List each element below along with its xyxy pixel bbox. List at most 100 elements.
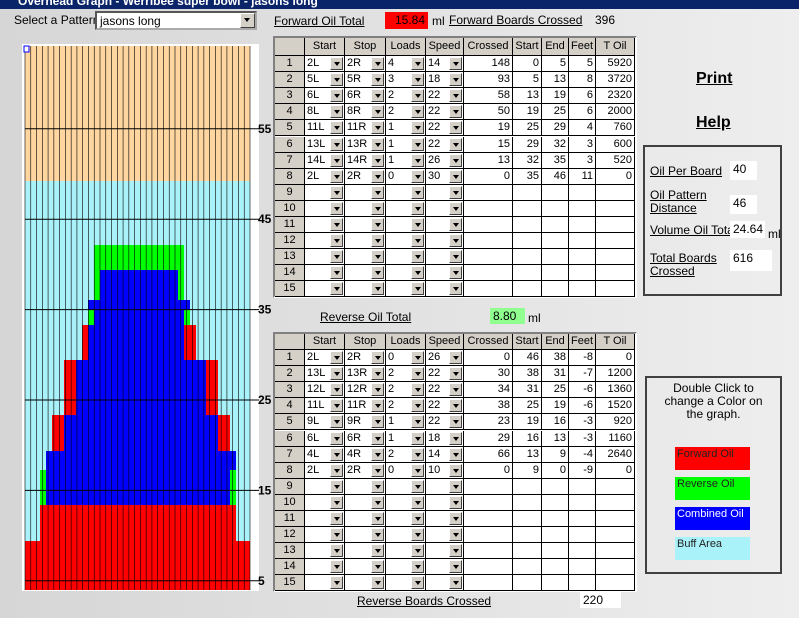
dropdown-arrow[interactable] bbox=[371, 266, 384, 280]
dropdown-arrow[interactable] bbox=[449, 250, 462, 264]
dropdown-cell[interactable] bbox=[426, 281, 464, 298]
dropdown-cell[interactable]: 2 bbox=[386, 446, 426, 463]
dropdown-cell[interactable] bbox=[386, 265, 426, 282]
dropdown-arrow[interactable] bbox=[449, 367, 462, 381]
dropdown-arrow[interactable] bbox=[371, 153, 384, 167]
dropdown-arrow[interactable] bbox=[411, 544, 424, 558]
dropdown-cell[interactable] bbox=[426, 184, 464, 201]
dropdown-arrow[interactable] bbox=[330, 234, 343, 248]
dropdown-cell[interactable] bbox=[305, 559, 345, 576]
dropdown-arrow[interactable] bbox=[371, 234, 384, 248]
dropdown-arrow[interactable] bbox=[330, 73, 343, 87]
dropdown-arrow[interactable] bbox=[411, 495, 424, 509]
dropdown-cell[interactable] bbox=[345, 265, 386, 282]
dropdown-cell[interactable] bbox=[305, 527, 345, 544]
dropdown-arrow[interactable] bbox=[449, 528, 462, 542]
dropdown-arrow[interactable] bbox=[449, 57, 462, 71]
dropdown-cell[interactable] bbox=[386, 543, 426, 560]
dropdown-cell[interactable]: 2L bbox=[305, 462, 345, 479]
dropdown-arrow[interactable] bbox=[411, 576, 424, 590]
dropdown-arrow[interactable] bbox=[330, 250, 343, 264]
dropdown-cell[interactable]: 2R bbox=[345, 168, 386, 185]
dropdown-arrow[interactable] bbox=[411, 218, 424, 232]
dropdown-cell[interactable]: 8R bbox=[345, 104, 386, 121]
dropdown-arrow[interactable] bbox=[411, 201, 424, 215]
dropdown-cell[interactable] bbox=[305, 281, 345, 298]
dropdown-cell[interactable]: 14 bbox=[426, 446, 464, 463]
dropdown-arrow[interactable] bbox=[449, 201, 462, 215]
dropdown-arrow[interactable] bbox=[371, 431, 384, 445]
dropdown-arrow[interactable] bbox=[330, 560, 343, 574]
dropdown-arrow[interactable] bbox=[371, 282, 384, 296]
dropdown-arrow[interactable] bbox=[371, 463, 384, 477]
dropdown-arrow[interactable] bbox=[371, 479, 384, 493]
dropdown-arrow[interactable] bbox=[411, 479, 424, 493]
dropdown-cell[interactable]: 5R bbox=[345, 72, 386, 89]
dropdown-cell[interactable] bbox=[386, 233, 426, 250]
dropdown-arrow[interactable] bbox=[411, 89, 424, 103]
dropdown-cell[interactable]: 9L bbox=[305, 414, 345, 431]
dropdown-cell[interactable] bbox=[386, 575, 426, 592]
dropdown-cell[interactable] bbox=[426, 265, 464, 282]
pattern-distance-input[interactable]: 46 bbox=[730, 195, 757, 214]
dropdown-arrow[interactable] bbox=[411, 383, 424, 397]
dropdown-arrow[interactable] bbox=[449, 431, 462, 445]
dropdown-cell[interactable]: 11R bbox=[345, 120, 386, 137]
dropdown-arrow[interactable] bbox=[449, 185, 462, 199]
dropdown-arrow[interactable] bbox=[371, 73, 384, 87]
dropdown-arrow[interactable] bbox=[330, 218, 343, 232]
dropdown-cell[interactable]: 11L bbox=[305, 398, 345, 415]
dropdown-arrow[interactable] bbox=[330, 544, 343, 558]
dropdown-arrow[interactable] bbox=[371, 89, 384, 103]
dropdown-cell[interactable] bbox=[345, 200, 386, 217]
dropdown-arrow[interactable] bbox=[330, 351, 343, 365]
dropdown-cell[interactable]: 13R bbox=[345, 366, 386, 383]
dropdown-arrow[interactable] bbox=[330, 399, 343, 413]
dropdown-cell[interactable] bbox=[426, 543, 464, 560]
dropdown-arrow[interactable] bbox=[371, 169, 384, 183]
dropdown-cell[interactable] bbox=[305, 249, 345, 266]
dropdown-cell[interactable]: 26 bbox=[426, 350, 464, 367]
dropdown-cell[interactable] bbox=[345, 233, 386, 250]
dropdown-arrow[interactable] bbox=[449, 399, 462, 413]
dropdown-arrow[interactable] bbox=[411, 463, 424, 477]
dropdown-arrow[interactable] bbox=[449, 463, 462, 477]
dropdown-cell[interactable] bbox=[345, 511, 386, 528]
dropdown-arrow[interactable] bbox=[449, 73, 462, 87]
dropdown-cell[interactable]: 11L bbox=[305, 120, 345, 137]
dropdown-arrow[interactable] bbox=[330, 383, 343, 397]
dropdown-cell[interactable]: 11R bbox=[345, 398, 386, 415]
dropdown-cell[interactable]: 0 bbox=[386, 168, 426, 185]
dropdown-arrow[interactable] bbox=[411, 266, 424, 280]
dropdown-cell[interactable] bbox=[345, 217, 386, 234]
dropdown-arrow[interactable] bbox=[411, 415, 424, 429]
dropdown-arrow[interactable] bbox=[411, 153, 424, 167]
help-link[interactable]: Help bbox=[696, 114, 731, 131]
dropdown-cell[interactable]: 0 bbox=[386, 462, 426, 479]
dropdown-arrow[interactable] bbox=[449, 351, 462, 365]
dropdown-cell[interactable] bbox=[305, 184, 345, 201]
dropdown-cell[interactable] bbox=[345, 281, 386, 298]
legend-swatch[interactable]: Combined Oil bbox=[675, 507, 750, 530]
dropdown-cell[interactable] bbox=[426, 527, 464, 544]
dropdown-cell[interactable] bbox=[386, 527, 426, 544]
dropdown-cell[interactable]: 2L bbox=[305, 350, 345, 367]
dropdown-cell[interactable]: 12R bbox=[345, 382, 386, 399]
dropdown-cell[interactable]: 0 bbox=[386, 350, 426, 367]
dropdown-cell[interactable]: 2R bbox=[345, 350, 386, 367]
dropdown-arrow[interactable] bbox=[371, 367, 384, 381]
dropdown-arrow[interactable] bbox=[411, 137, 424, 151]
dropdown-arrow[interactable] bbox=[411, 121, 424, 135]
dropdown-cell[interactable]: 14L bbox=[305, 152, 345, 169]
dropdown-cell[interactable] bbox=[426, 217, 464, 234]
dropdown-arrow[interactable] bbox=[371, 250, 384, 264]
dropdown-arrow[interactable] bbox=[411, 512, 424, 526]
dropdown-cell[interactable]: 1 bbox=[386, 120, 426, 137]
legend-swatch[interactable]: Reverse Oil bbox=[675, 477, 750, 500]
dropdown-arrow[interactable] bbox=[411, 169, 424, 183]
dropdown-cell[interactable] bbox=[426, 233, 464, 250]
dropdown-arrow[interactable] bbox=[449, 560, 462, 574]
dropdown-arrow[interactable] bbox=[449, 447, 462, 461]
legend-swatch[interactable]: Buff Area bbox=[675, 537, 750, 560]
dropdown-cell[interactable]: 1 bbox=[386, 136, 426, 153]
